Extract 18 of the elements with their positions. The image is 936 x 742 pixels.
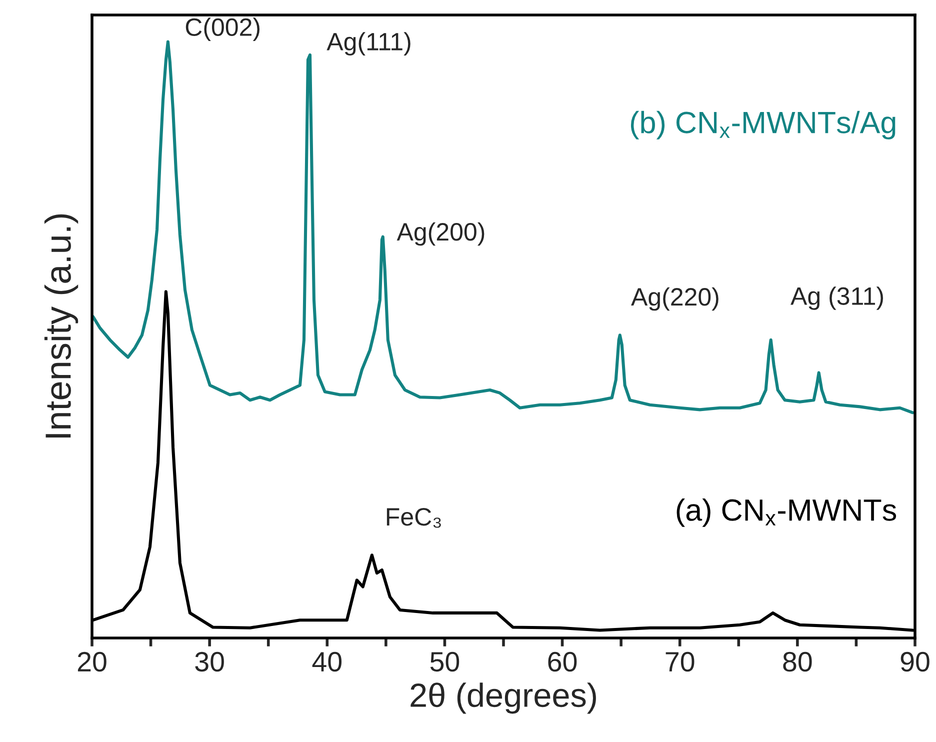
text: (b) CN$_{x}$-MWNTs/Ag bbox=[630, 110, 896, 140]
x-tick-label: 20 bbox=[78, 652, 106, 672]
text: (a) CN$_{x}$-MWNTs bbox=[676, 498, 896, 527]
x-tick-label: 60 bbox=[548, 652, 577, 672]
annotation: Ag (311) bbox=[790, 286, 883, 310]
x-tick-label: 30 bbox=[195, 652, 224, 672]
x-tick-label: 90 bbox=[900, 652, 930, 672]
annotation: Ag(220) bbox=[631, 287, 718, 311]
x-tick-label: 50 bbox=[430, 652, 460, 672]
annotation: FeC₃ bbox=[386, 508, 441, 528]
x-axis-title: 2θ (degrees) bbox=[410, 682, 596, 714]
annotation: C(002) bbox=[186, 18, 260, 41]
x-tick-label: 70 bbox=[666, 652, 694, 672]
y-axis-title: Intensity (a.u.) bbox=[44, 214, 78, 438]
x-tick-label: 40 bbox=[312, 652, 342, 672]
x-tick-label: 80 bbox=[783, 652, 812, 672]
annotation: Ag(111) bbox=[326, 32, 410, 56]
annotation: Ag(200) bbox=[396, 222, 484, 246]
